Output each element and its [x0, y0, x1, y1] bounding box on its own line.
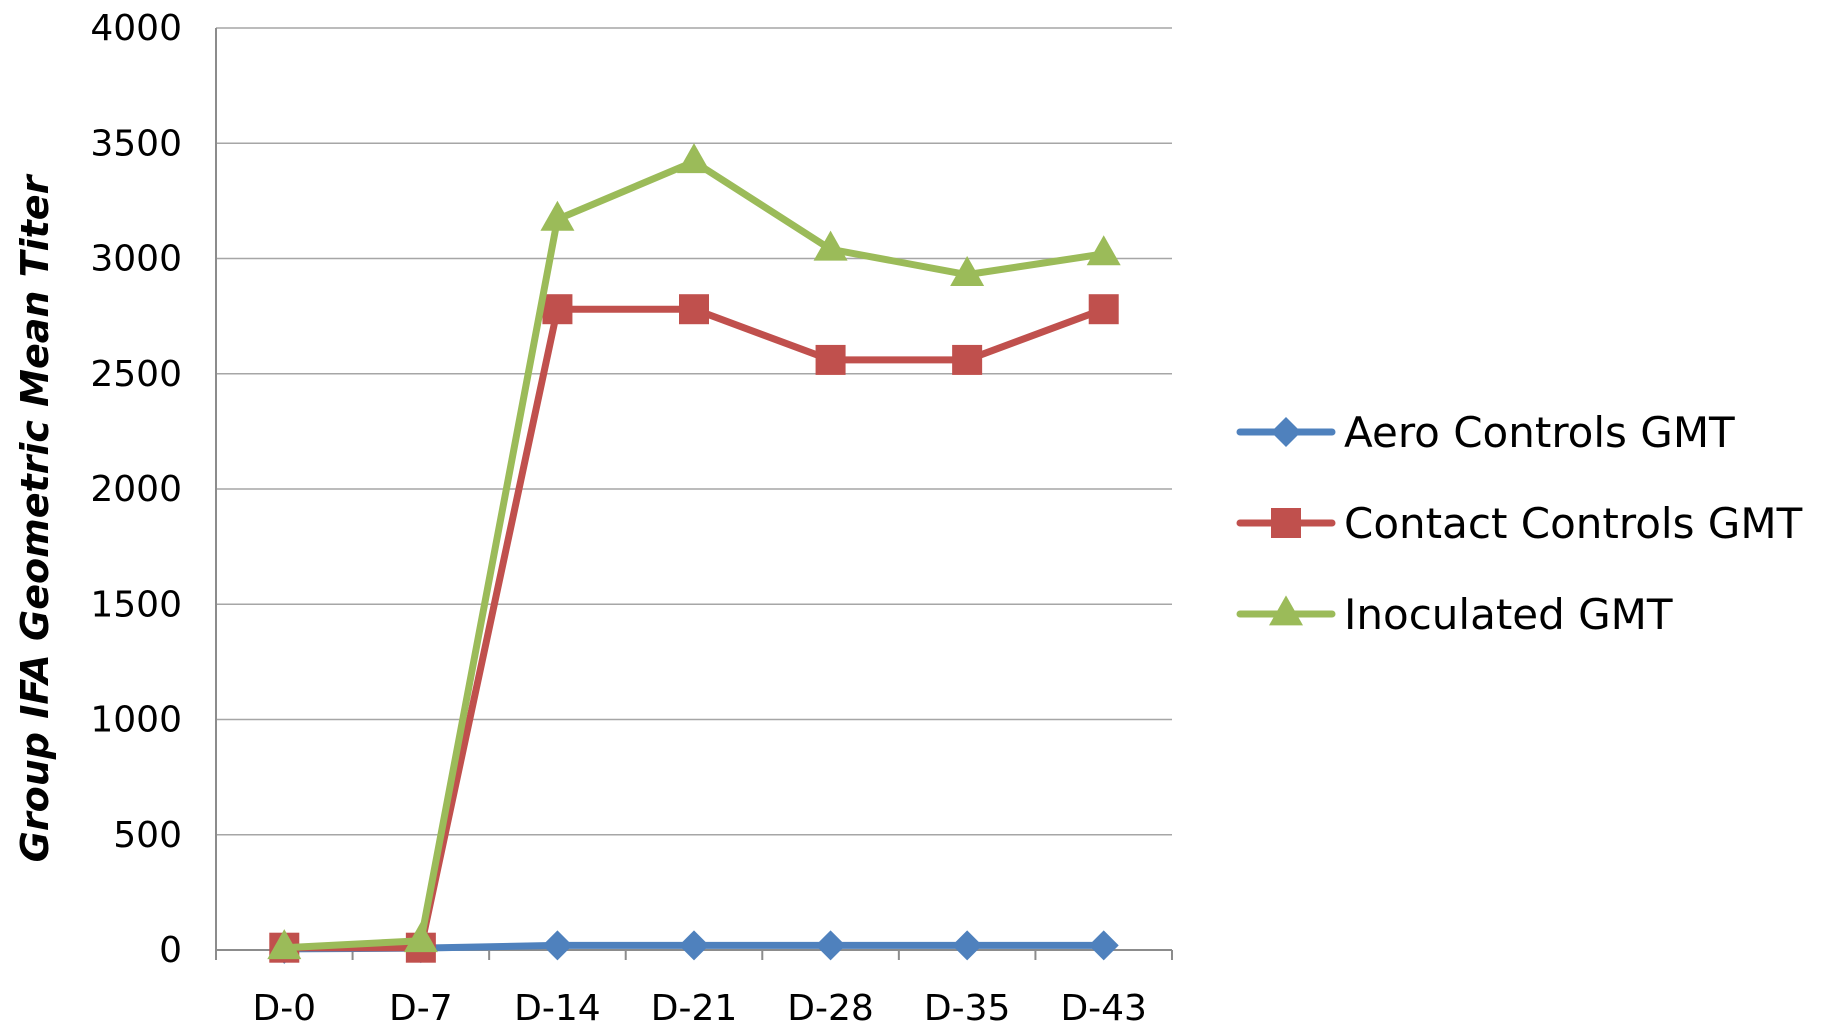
y-axis-title: Group IFA Geometric Mean Titer [13, 173, 57, 862]
y-tick-label: 500 [113, 815, 182, 856]
data-point [1086, 235, 1121, 266]
data-point [813, 230, 848, 261]
data-point [950, 256, 985, 287]
data-point [1088, 930, 1119, 961]
data-point [952, 344, 983, 375]
data-point [267, 929, 302, 960]
y-tick-label: 0 [159, 930, 182, 971]
legend-item: Aero Controls GMT [1236, 408, 1735, 457]
legend-marker [1269, 595, 1303, 626]
y-tick-labels: 0 500 1000 1500 2000 2500 3000 3500 4000 [90, 8, 182, 971]
x-tick-label: D-7 [389, 988, 453, 1029]
data-point [677, 143, 711, 174]
series-inoculated-gmt [267, 143, 1121, 960]
y-tick-label: 3000 [90, 239, 182, 280]
data-point [1088, 294, 1119, 325]
series-line [280, 305, 1108, 952]
data-point [403, 922, 438, 953]
x-tick-label: D-0 [252, 988, 316, 1029]
data-point [815, 344, 846, 375]
legend-label: Aero Controls GMT [1344, 408, 1735, 457]
x-tick-label: D-28 [787, 988, 874, 1029]
data-point [679, 930, 709, 961]
legend-item: Contact Controls GMT [1236, 499, 1803, 548]
gridlines [216, 27, 1172, 836]
x-tick-label: D-35 [924, 988, 1011, 1029]
legend-label: Inoculated GMT [1344, 590, 1673, 639]
legend: Aero Controls GMT Contact Controls GMT Ino… [1236, 408, 1803, 639]
series-line [280, 158, 1108, 952]
data-point [679, 294, 709, 325]
legend-label: Contact Controls GMT [1344, 499, 1803, 548]
series-lines [267, 143, 1121, 964]
x-tick-label: D-21 [651, 988, 738, 1029]
data-point [815, 930, 846, 961]
y-tick-label: 2000 [90, 469, 182, 510]
y-tick-label: 1500 [90, 584, 182, 625]
legend-marker [1271, 417, 1301, 447]
x-tick-label: D-43 [1060, 988, 1147, 1029]
legend-item: Inoculated GMT [1236, 590, 1673, 639]
y-tick-label: 2500 [90, 354, 182, 395]
x-tick-label: D-14 [514, 988, 601, 1029]
data-point [952, 930, 983, 961]
data-point [540, 200, 575, 231]
data-point [542, 930, 573, 961]
series-contact-controls-gmt [269, 294, 1119, 963]
y-tick-label: 3500 [90, 123, 182, 164]
x-tick-labels: D-0 D-7 D-14 D-21 D-28 D-35 D-43 [252, 988, 1147, 1029]
y-tick-label: 4000 [90, 8, 182, 49]
y-tick-label: 1000 [90, 700, 182, 741]
data-point [542, 294, 573, 325]
legend-marker [1271, 508, 1301, 538]
